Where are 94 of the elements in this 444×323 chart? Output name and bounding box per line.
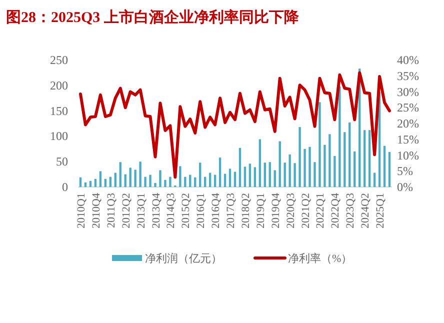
x-tick-label: 2023Q3 xyxy=(344,192,357,228)
x-tick-label: 2013Q1 xyxy=(135,193,148,228)
line-series xyxy=(78,71,392,179)
x-tick-label: 2018Q2 xyxy=(240,193,252,228)
bar xyxy=(149,174,152,187)
bar xyxy=(169,176,172,187)
bar xyxy=(154,182,156,187)
bar xyxy=(208,172,212,187)
x-tick-label: 2015Q2 xyxy=(180,193,192,228)
bar xyxy=(383,146,386,187)
x-tick-label: 2024Q2 xyxy=(360,193,372,228)
x-tick-label: 2022Q1 xyxy=(314,193,327,228)
bar xyxy=(298,127,301,187)
bar xyxy=(119,162,122,187)
bar xyxy=(234,172,236,187)
bar xyxy=(294,163,296,187)
bar xyxy=(189,174,192,187)
chart-title: 图28：2025Q3 上市白酒企业净利率同比下降 xyxy=(6,8,300,26)
bar xyxy=(179,166,182,187)
x-tick-label: 2010Q4 xyxy=(90,192,102,228)
bar xyxy=(109,176,112,187)
bar xyxy=(318,102,321,187)
bar xyxy=(214,174,216,187)
bar xyxy=(84,182,87,187)
bar xyxy=(278,141,281,187)
y2-tick-label: 20% xyxy=(397,116,419,130)
bar xyxy=(228,168,232,187)
bar xyxy=(324,144,326,187)
bar xyxy=(373,172,376,187)
x-tick-label: 2011Q3 xyxy=(105,192,118,228)
bar xyxy=(114,172,116,187)
bar xyxy=(334,156,336,187)
y2-tick-label: 10% xyxy=(397,148,419,162)
x-tick-label: 2010Q1 xyxy=(75,193,88,228)
bar xyxy=(139,162,142,187)
y-tick-label: 200 xyxy=(50,78,68,92)
x-tick-label: 2025Q1 xyxy=(374,193,387,228)
x-tick-label: 2019Q4 xyxy=(270,192,282,228)
bar xyxy=(348,122,351,187)
bar xyxy=(354,151,356,187)
y2-tick-label: 35% xyxy=(397,68,419,83)
y2-tick-label: 5% xyxy=(397,164,413,178)
bar xyxy=(338,86,341,187)
bar xyxy=(124,174,126,187)
bar xyxy=(308,146,311,187)
x-tick-label: 2013Q4 xyxy=(150,192,162,228)
y2-tick-label: 40% xyxy=(397,53,419,67)
y-tick-label: 150 xyxy=(50,104,68,118)
y-tick-label: 100 xyxy=(50,129,68,144)
bar xyxy=(254,167,256,187)
bar xyxy=(129,168,132,187)
bar xyxy=(304,148,306,187)
bar xyxy=(288,154,291,187)
bar xyxy=(314,162,316,187)
y2-tick-label: 15% xyxy=(397,132,419,146)
legend-label: 净利率（%） xyxy=(288,252,352,265)
bar xyxy=(284,162,286,187)
bar xyxy=(164,180,166,187)
y-tick-label: 50 xyxy=(56,154,68,169)
bar xyxy=(184,176,186,187)
x-tick-label: 2016Q1 xyxy=(195,193,208,228)
y-tick-label: 250 xyxy=(50,53,68,67)
bar xyxy=(199,162,202,187)
y2-tick-label: 0% xyxy=(397,180,413,194)
y-tick-label: 0 xyxy=(62,180,68,194)
bar xyxy=(248,164,252,187)
x-tick-label: 2022Q4 xyxy=(330,192,342,228)
y2-tick-label: 30% xyxy=(397,84,419,99)
bar xyxy=(328,134,331,187)
legend-label: 净利润（亿元） xyxy=(145,252,222,265)
x-tick-label: 2017Q3 xyxy=(225,192,238,228)
y2-tick-label: 25% xyxy=(397,100,419,115)
bar xyxy=(388,152,391,187)
bar xyxy=(204,176,206,187)
x-tick-label: 2020Q3 xyxy=(284,192,297,228)
bar xyxy=(134,170,136,187)
bar xyxy=(224,174,226,187)
bar xyxy=(159,170,162,187)
bar xyxy=(268,162,271,187)
bar xyxy=(144,176,146,187)
bar xyxy=(258,139,262,187)
bar xyxy=(363,130,366,187)
x-tick-label: 2012Q2 xyxy=(120,193,132,228)
bar xyxy=(264,162,266,187)
x-tick-label: 2014Q3 xyxy=(165,192,178,228)
bar xyxy=(368,130,371,187)
x-tick-label: 2019Q1 xyxy=(254,193,267,228)
bar xyxy=(274,170,276,187)
x-tick-label: 2016Q4 xyxy=(210,192,222,228)
bar xyxy=(244,166,246,187)
bar xyxy=(238,148,242,187)
bar xyxy=(344,132,346,187)
bar xyxy=(218,158,222,187)
x-tick-label: 2021Q2 xyxy=(300,193,312,228)
